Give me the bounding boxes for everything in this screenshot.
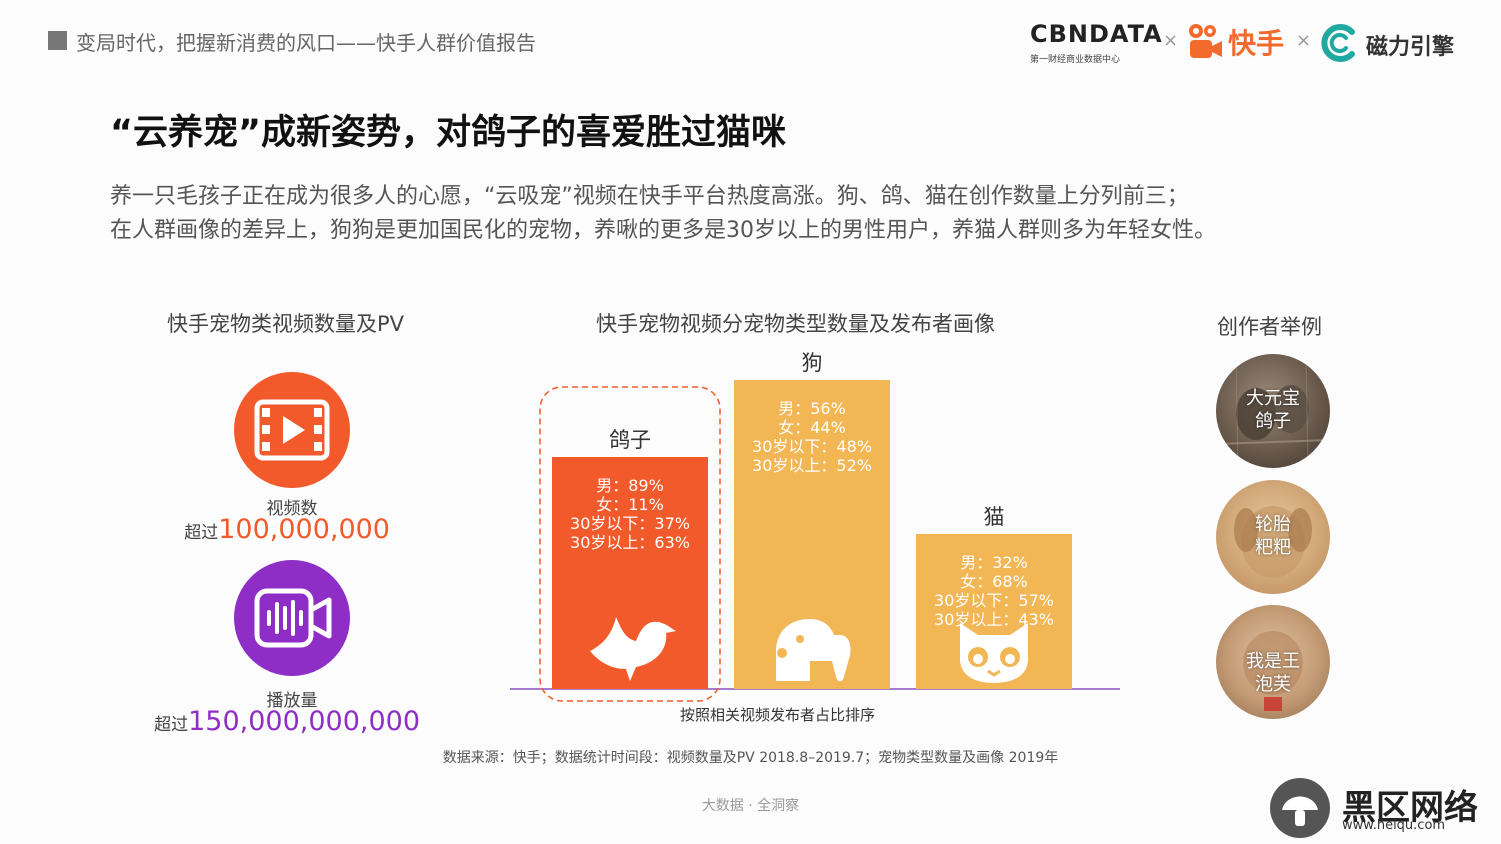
right-section-title: 创作者举例 bbox=[1217, 315, 1322, 339]
times-separator: × bbox=[1296, 30, 1312, 51]
creator-avatar-pigeon[interactable]: 大元宝 鸽子 bbox=[1216, 354, 1330, 468]
chart-title: 快手宠物视频分宠物类型数量及发布者画像 bbox=[596, 312, 995, 336]
dog-icon bbox=[776, 619, 851, 682]
cbndata-logo: CBNDATA bbox=[1030, 20, 1163, 48]
times-separator: × bbox=[1163, 30, 1179, 51]
cili-brand: 磁力引擎 bbox=[1366, 35, 1455, 60]
bar-annotation: 30岁以下：57% bbox=[934, 591, 1054, 610]
watermark-text: 黑区网络 bbox=[1342, 788, 1478, 828]
category-label: 狗 bbox=[802, 351, 823, 375]
creator-name: 粑粑 bbox=[1255, 537, 1291, 558]
bar-annotation: 女：68% bbox=[960, 572, 1028, 591]
cbndata-subtitle: 第一财经商业数据中心 bbox=[1030, 55, 1121, 65]
category-label: 鸽子 bbox=[609, 428, 651, 452]
bar-annotation: 30岁以上：52% bbox=[752, 456, 872, 475]
footer-tagline: 大数据 · 全洞察 bbox=[701, 798, 800, 814]
creator-avatar-cat[interactable]: 我是王 泡芙 bbox=[1216, 605, 1330, 719]
dove-icon bbox=[590, 617, 676, 681]
video-play-icon bbox=[254, 399, 330, 465]
subtitle-line: 养一只毛孩子正在成为很多人的心愿，“云吸宠”视频在快手平台热度高涨。狗、鸽、猫在… bbox=[110, 184, 1189, 209]
kuaishou-logo-icon bbox=[1186, 22, 1226, 66]
play-count-number: 150,000,000,000 bbox=[188, 706, 420, 737]
creator-name: 大元宝 bbox=[1246, 388, 1300, 409]
page-subtitle: 养一只毛孩子正在成为很多人的心愿，“云吸宠”视频在快手平台热度高涨。狗、鸽、猫在… bbox=[110, 180, 1216, 248]
header-square bbox=[48, 31, 67, 50]
bar-annotation: 30岁以上：63% bbox=[570, 533, 690, 552]
subtitle-line: 在人群画像的差异上，狗狗是更加国民化的宠物，养啾的更多是30岁以上的男性用户，养… bbox=[110, 218, 1216, 243]
cat-icon bbox=[960, 623, 1028, 683]
bar-annotation: 30岁以下：48% bbox=[752, 437, 872, 456]
bar-annotation: 男：56% bbox=[778, 399, 846, 418]
play-count-value: 超过150,000,000,000 bbox=[120, 706, 420, 737]
page-title: “云养宠”成新姿势，对鸽子的喜爱胜过猫咪 bbox=[110, 113, 787, 153]
chart-xlabel: 按照相关视频发布者占比排序 bbox=[679, 706, 875, 724]
video-count-label: 视频数 bbox=[266, 499, 318, 519]
watermark-logo-icon bbox=[1268, 776, 1332, 844]
bar-annotation: 女：11% bbox=[596, 495, 664, 514]
audio-camera-icon bbox=[254, 588, 334, 652]
bar-annotation: 男：32% bbox=[960, 553, 1028, 572]
kuaishou-brand: 快手 bbox=[1228, 27, 1285, 60]
play-count-label: 播放量 bbox=[266, 691, 318, 711]
bar-annotation: 女：44% bbox=[778, 418, 846, 437]
video-count-prefix: 超过 bbox=[184, 523, 219, 543]
video-count-value: 超过100,000,000 bbox=[150, 514, 390, 545]
pet-type-chart: 鸽子男：89%女：11%30岁以下：37%30岁以上：63% 狗男：56%女：44… bbox=[510, 351, 1120, 702]
creator-name: 轮胎 bbox=[1255, 514, 1291, 535]
cili-logo-icon bbox=[1318, 22, 1360, 68]
highlight-dashed-box bbox=[539, 386, 721, 702]
creator-name: 我是王 bbox=[1246, 651, 1300, 672]
creator-name: 泡芙 bbox=[1255, 674, 1291, 695]
report-title: 变局时代，把握新消费的风口——快手人群价值报告 bbox=[76, 31, 536, 55]
bar-annotation: 30岁以上：43% bbox=[934, 610, 1054, 629]
category-label: 猫 bbox=[984, 505, 1005, 529]
video-count-number: 100,000,000 bbox=[218, 514, 390, 545]
creator-avatar-dog[interactable]: 轮胎 粑粑 bbox=[1216, 480, 1330, 594]
bar-annotation: 男：89% bbox=[596, 476, 664, 495]
play-count-prefix: 超过 bbox=[154, 715, 189, 735]
bar-annotation: 30岁以下：37% bbox=[570, 514, 690, 533]
creator-name: 鸽子 bbox=[1255, 411, 1291, 432]
watermark-url: www.heiqu.com bbox=[1342, 818, 1446, 833]
left-section-title: 快手宠物类视频数量及PV bbox=[167, 312, 405, 336]
data-source: 数据来源：快手；数据统计时间段：视频数量及PV 2018.8–2019.7；宠物… bbox=[442, 750, 1059, 766]
